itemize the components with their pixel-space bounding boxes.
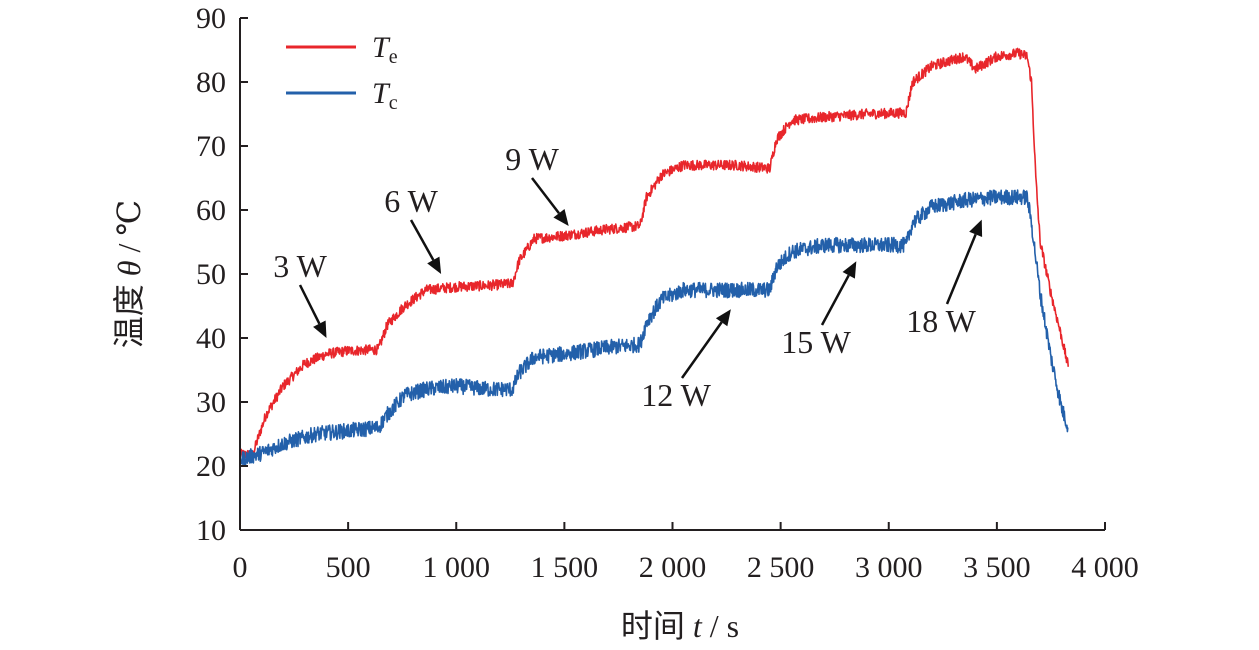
annotation-arrowhead	[715, 309, 731, 327]
annotation-layer: 3 W 6 W 9 W 12 W 15 W 18 W	[273, 141, 983, 413]
annotation-arrow	[820, 274, 850, 326]
series-layer	[239, 47, 1069, 467]
annotation-12w: 12 W	[641, 309, 731, 413]
series-line-tc	[239, 189, 1069, 467]
annotation-3w: 3 W	[273, 248, 328, 338]
annotation-arrowhead	[427, 256, 442, 274]
y-tick-label: 60	[196, 194, 226, 227]
annotation-15w: 15 W	[781, 261, 857, 360]
legend-label-te: Te	[372, 31, 398, 68]
annotation-label: 9 W	[505, 141, 559, 177]
ticks-layer: 0 500 1 000 1 500 2 000 2 500 3 000 3 500 4 000 1…	[196, 2, 1139, 584]
y-axis-label: 温度 θ / ℃	[111, 200, 147, 348]
legend-label-tc-main: T	[372, 77, 391, 110]
x-tick-label: 0	[233, 551, 248, 584]
annotation-6w: 6 W	[384, 183, 442, 274]
legend-label-tc-sub: c	[389, 92, 398, 114]
x-tick-label: 1 000	[423, 551, 491, 584]
x-tick-label: 500	[326, 551, 371, 584]
annotation-arrowhead	[553, 209, 569, 226]
series-line-te	[239, 47, 1069, 460]
annotation-label: 18 W	[906, 303, 976, 339]
x-tick-label: 1 500	[531, 551, 599, 584]
annotation-arrowhead	[842, 261, 857, 279]
y-tick-label: 30	[196, 386, 226, 419]
annotation-arrow	[298, 284, 321, 325]
legend-label-te-sub: e	[389, 46, 398, 68]
y-tick-label: 70	[196, 130, 226, 163]
annotation-arrowhead	[969, 219, 983, 238]
annotation-18w: 18 W	[906, 219, 983, 339]
y-tick-label: 90	[196, 2, 226, 35]
annotation-label: 12 W	[641, 377, 711, 413]
y-tick-label: 40	[196, 322, 226, 355]
y-tick-label: 20	[196, 450, 226, 483]
y-tick-label: 50	[196, 258, 226, 291]
x-axis-label-var: t	[693, 608, 703, 644]
x-axis-label: 时间 t / s	[621, 608, 739, 644]
annotation-arrow	[945, 233, 977, 305]
legend-label-tc: Tc	[372, 77, 398, 114]
annotation-arrowhead	[313, 320, 327, 338]
x-axis-label-prefix: 时间	[621, 608, 693, 644]
x-tick-label: 3 500	[963, 551, 1031, 584]
x-tick-label: 3 000	[855, 551, 923, 584]
annotation-arrow	[680, 321, 723, 379]
legend: Te Tc	[286, 31, 398, 114]
y-axis-label-suffix: / ℃	[111, 200, 147, 261]
annotation-arrow	[409, 219, 435, 261]
annotation-label: 15 W	[781, 324, 851, 360]
annotation-9w: 9 W	[505, 141, 569, 226]
y-axis-label-prefix: 温度	[111, 276, 147, 348]
y-axis-label-var: θ	[111, 260, 147, 276]
y-tick-label: 10	[196, 514, 226, 547]
y-tick-label: 80	[196, 66, 226, 99]
legend-label-te-main: T	[372, 31, 391, 64]
x-tick-label: 2 000	[639, 551, 707, 584]
annotation-label: 3 W	[273, 248, 327, 284]
annotation-arrow	[531, 177, 560, 215]
annotation-label: 6 W	[384, 183, 438, 219]
x-tick-label: 4 000	[1071, 551, 1139, 584]
x-tick-label: 2 500	[747, 551, 815, 584]
axes-layer	[239, 18, 1105, 531]
x-axis-label-suffix: / s	[702, 608, 739, 644]
